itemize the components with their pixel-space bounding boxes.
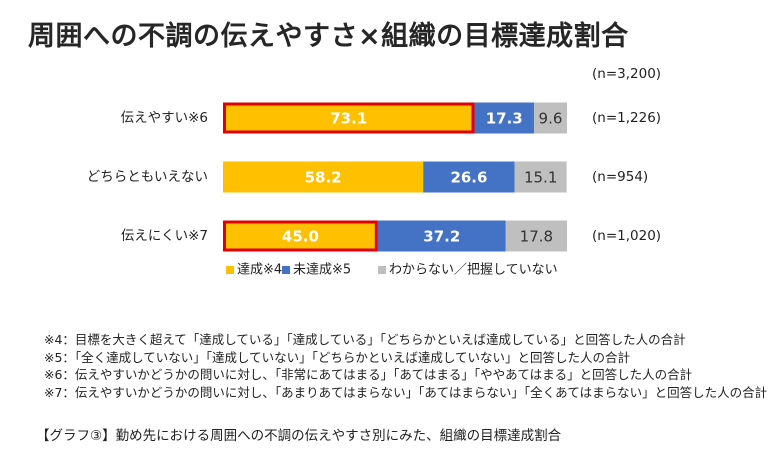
bar-segment [223,102,475,134]
category-label: 伝えやすい※6 [121,110,208,126]
data-label: 26.6 [450,169,487,187]
total-n-label: (n=3,200) [592,66,661,82]
bar-segment [423,161,515,193]
bar-segment [533,102,567,134]
bar-segment [514,161,567,193]
category-label: 伝えにくい※7 [121,228,208,244]
legend-label: わからない／把握していない [389,263,558,278]
n-label: (n=1,226) [592,110,661,126]
data-label: 45.0 [282,228,319,246]
data-label: 17.3 [486,110,523,128]
data-label: 73.1 [330,110,367,128]
category-label: どちらともいえない [87,169,208,185]
data-label: 17.8 [520,228,553,246]
bar-segment [474,102,534,134]
data-label: 37.2 [423,228,460,246]
data-label: 9.6 [539,110,563,128]
legend-swatch [226,266,234,274]
highlight-outline [223,220,378,252]
chart-title: 周囲への不調の伝えやすさ×組織の目標達成割合 [28,21,629,52]
legend-label: 達成※4 [237,263,282,278]
highlight-outline [223,102,475,134]
footnote-7: ※7：伝えやすいかどうかの問いに対し、「あまりあてはまらない」「あてはまらない」… [44,384,768,400]
footnote-5: ※5：「全く達成していない」「達成していない」「どちらかといえば達成していない」… [44,349,631,365]
n-label: (n=1,020) [592,228,661,244]
bar-segment [505,220,567,252]
footnote-6: ※6：伝えやすいかどうかの問いに対し、「非常にあてはまる」「あてはまる」「ややあ… [44,367,693,382]
bar-segment [377,220,506,252]
bar-segment [223,220,378,252]
legend-swatch [282,266,290,274]
data-label: 15.1 [524,169,557,187]
figure-caption: 【グラフ③】勤め先における周囲への不調の伝えやすさ別にみた、組織の目標達成割合 [36,428,562,444]
footnote-4: ※4：目標を大きく超えて「達成している」「達成している」「どちらかといえば達成し… [44,332,686,347]
n-label: (n=954) [592,169,648,185]
stacked-bar-chart: (n=3,200) 伝えやすい※6 73.1 17.3 9.6 (n=1,226) どちらと… [87,66,661,278]
footnotes: ※4：目標を大きく超えて「達成している」「達成している」「どちらかといえば達成し… [44,331,767,401]
legend-swatch [378,266,386,274]
legend-label: 未達成※5 [293,263,351,278]
data-label: 58.2 [305,169,342,187]
bar-segment [223,161,424,193]
